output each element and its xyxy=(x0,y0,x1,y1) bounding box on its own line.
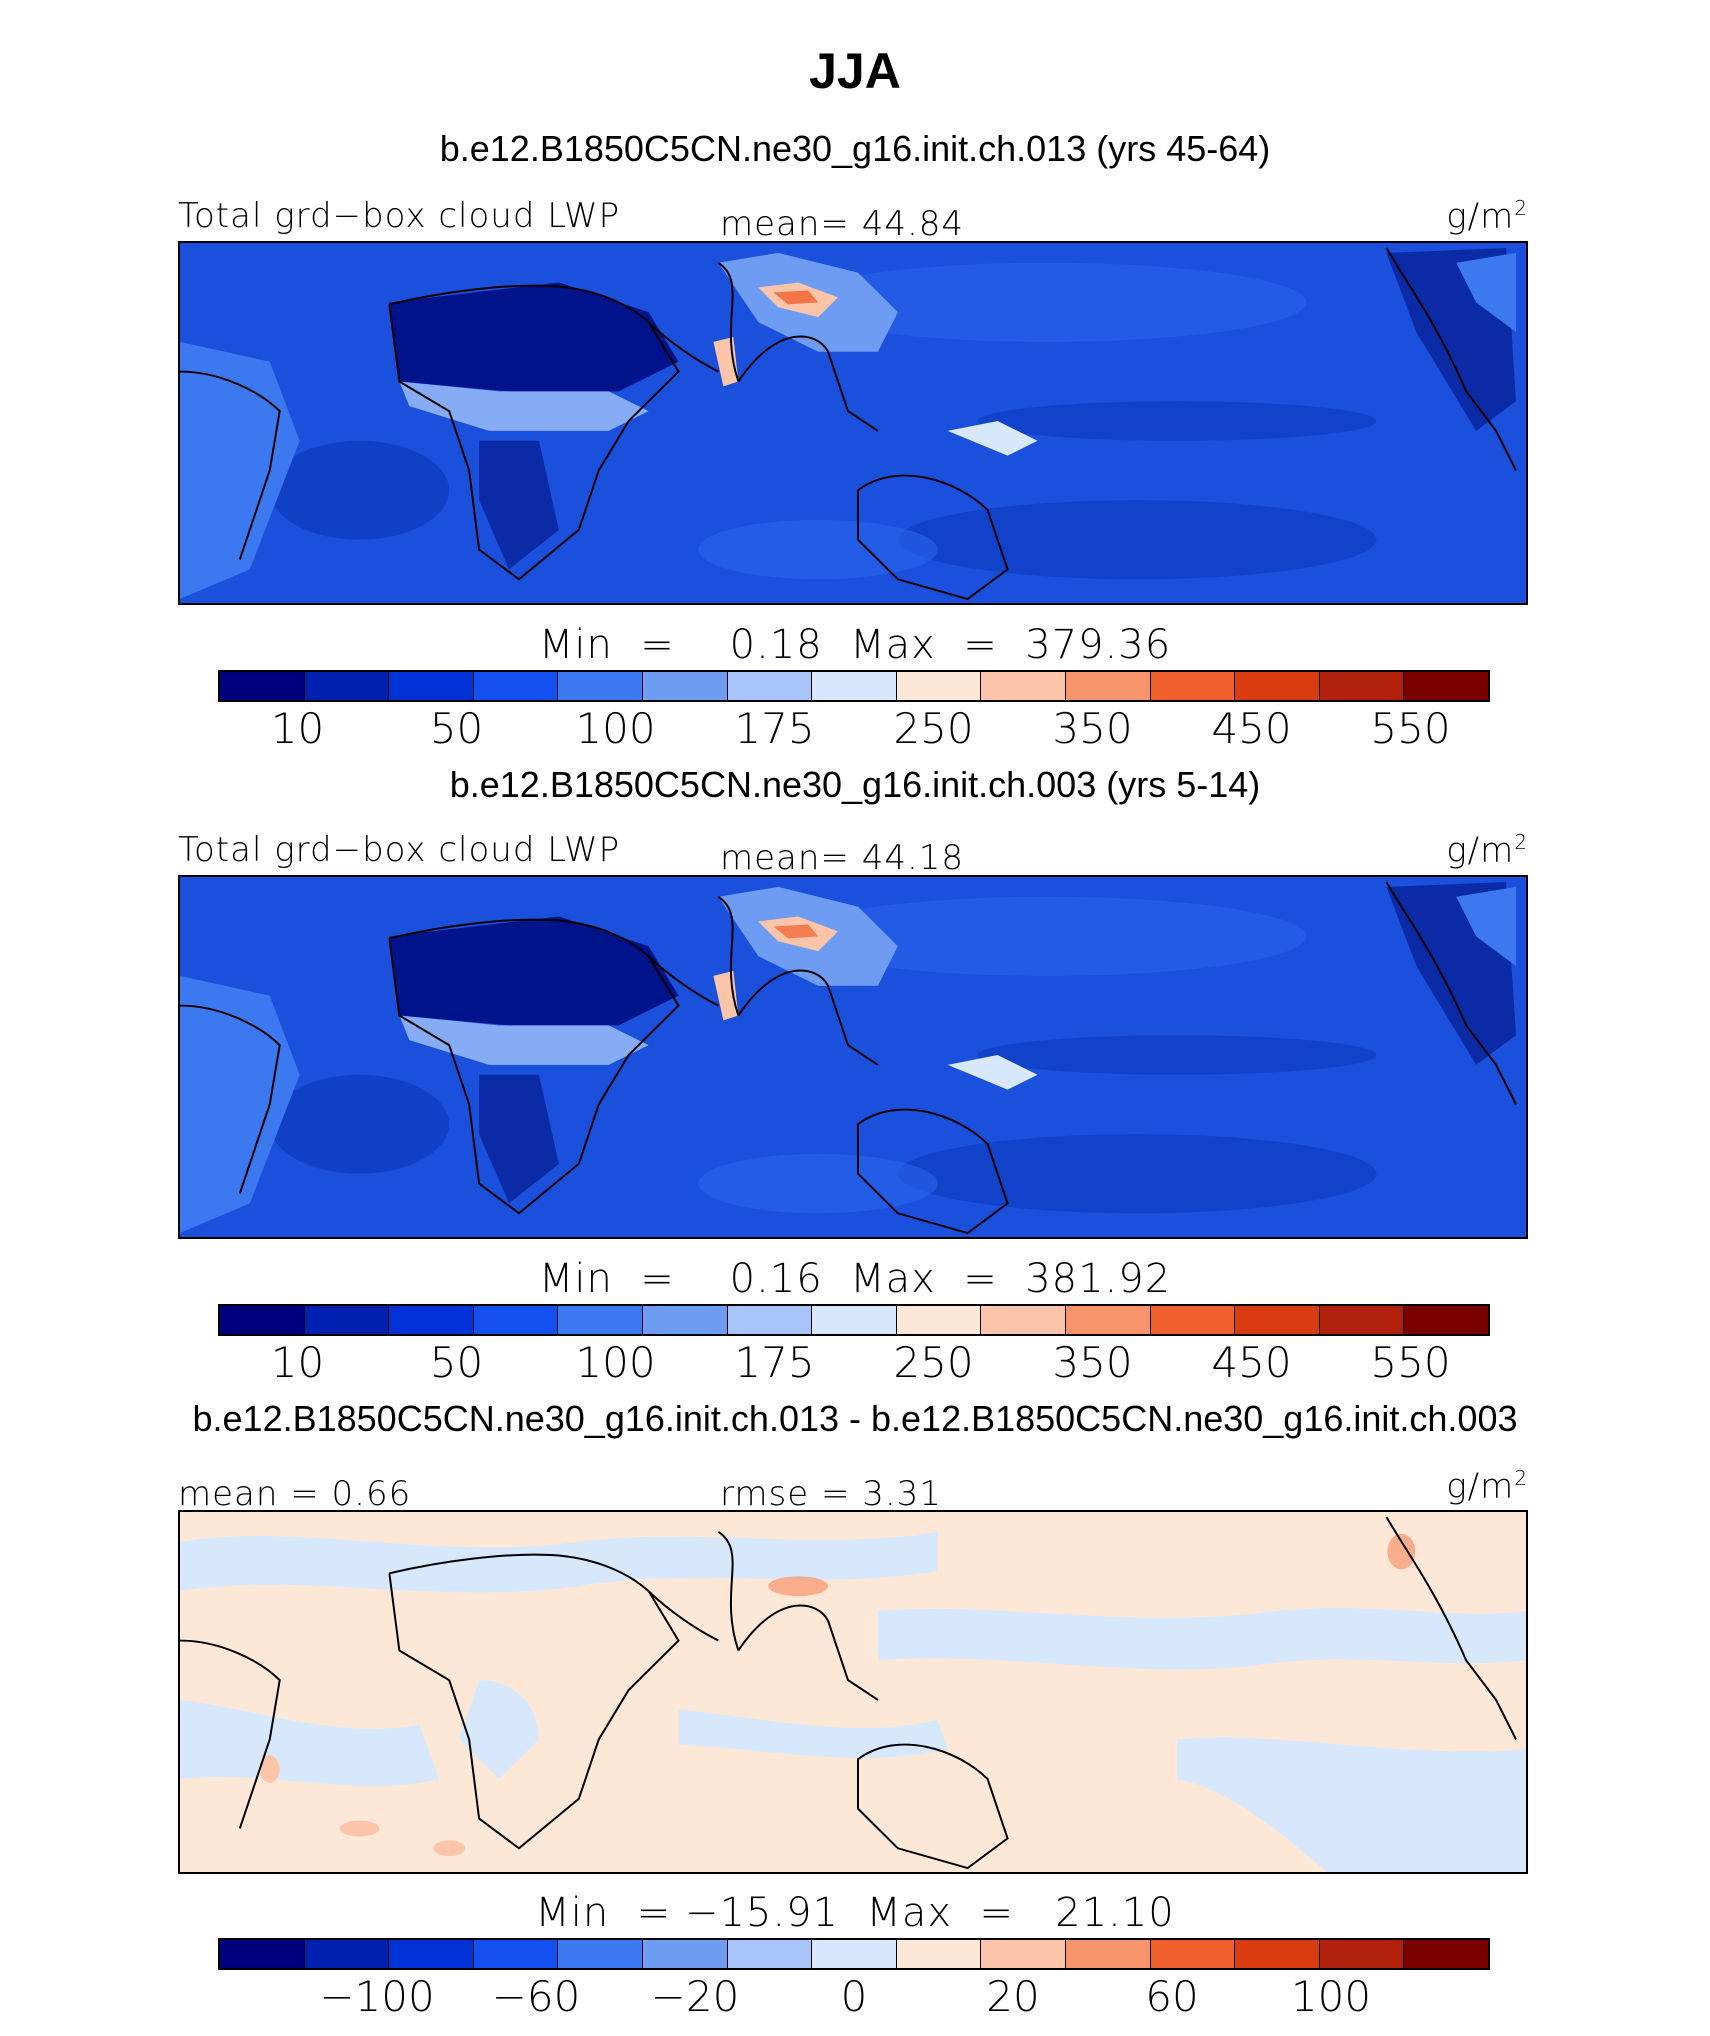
panel-2-map xyxy=(178,875,1528,1239)
panel-1-map xyxy=(178,241,1528,605)
panel-1-tick: 175 xyxy=(734,704,815,753)
panel-2-variable-label: Total grd−box cloud LWP xyxy=(178,830,621,870)
panel-2-colorbar xyxy=(218,1304,1490,1336)
panel-3-case-title: b.e12.B1850C5CN.ne30_g16.init.ch.013 - b… xyxy=(192,1398,1518,1439)
panel-2-tick: 50 xyxy=(429,1338,484,1387)
panel-3-units: g/m2 xyxy=(1446,1466,1528,1507)
panel-1-tick: 10 xyxy=(270,704,325,753)
panel-1-tick: 450 xyxy=(1211,704,1292,753)
panel-2-colorbar-ticks: 10 50 100 175 250 350 450 550 xyxy=(218,1338,1490,1387)
panel-2-tick: 250 xyxy=(893,1338,974,1387)
panel-1-tick: 50 xyxy=(429,704,484,753)
panel-2-tick: 100 xyxy=(575,1338,656,1387)
panel-3-tick: 60 xyxy=(1145,1972,1199,2021)
panel-3-tick: −20 xyxy=(650,1972,740,2021)
panel-3-min-max: Min = −15.91 Max = 21.10 xyxy=(535,1890,1175,1936)
panel-2-units: g/m2 xyxy=(1446,830,1528,871)
panel-1-tick: 350 xyxy=(1052,704,1133,753)
panel-2-min-max: Min = 0.16 Max = 381.92 xyxy=(538,1256,1172,1302)
panel-3-tick: −60 xyxy=(491,1972,581,2021)
panel-2-tick: 450 xyxy=(1211,1338,1292,1387)
panel-3-colorbar xyxy=(218,1938,1490,1970)
panel-1-colorbar xyxy=(218,670,1490,702)
panel-1-case-title: b.e12.B1850C5CN.ne30_g16.init.ch.013 (yr… xyxy=(439,128,1271,169)
panel-2-case-title: b.e12.B1850C5CN.ne30_g16.init.ch.003 (yr… xyxy=(449,764,1261,805)
panel-1-tick: 550 xyxy=(1370,704,1451,753)
panel-2-tick: 10 xyxy=(270,1338,325,1387)
panel-2-tick: 550 xyxy=(1370,1338,1451,1387)
panel-2-mean-label: mean= 44.18 xyxy=(720,838,965,878)
panel-3-tick: 100 xyxy=(1290,1972,1372,2021)
panel-3-map xyxy=(178,1510,1528,1874)
panel-2-tick: 175 xyxy=(734,1338,815,1387)
panel-3-tick: −100 xyxy=(319,1972,435,2021)
panel-3-mean-label: mean = 0.66 xyxy=(178,1474,412,1514)
panel-1-min-max: Min = 0.18 Max = 379.36 xyxy=(538,622,1172,668)
panel-3-colorbar-ticks: −100 −60 −20 0 20 60 100 xyxy=(218,1972,1490,2021)
figure-title: JJA xyxy=(809,43,901,99)
panel-3-tick: 0 xyxy=(840,1972,868,2021)
panel-3-rmse-label: rmse = 3.31 xyxy=(720,1474,942,1514)
panel-1-colorbar-ticks: 10 50 100 175 250 350 450 550 xyxy=(218,704,1490,753)
panel-1-units: g/m2 xyxy=(1446,196,1528,237)
panel-1-tick: 100 xyxy=(575,704,656,753)
panel-3-tick: 20 xyxy=(986,1972,1040,2021)
panel-2-tick: 350 xyxy=(1052,1338,1133,1387)
panel-1-variable-label: Total grd−box cloud LWP xyxy=(178,196,621,236)
panel-1-tick: 250 xyxy=(893,704,974,753)
panel-1-mean-label: mean= 44.84 xyxy=(720,204,965,244)
